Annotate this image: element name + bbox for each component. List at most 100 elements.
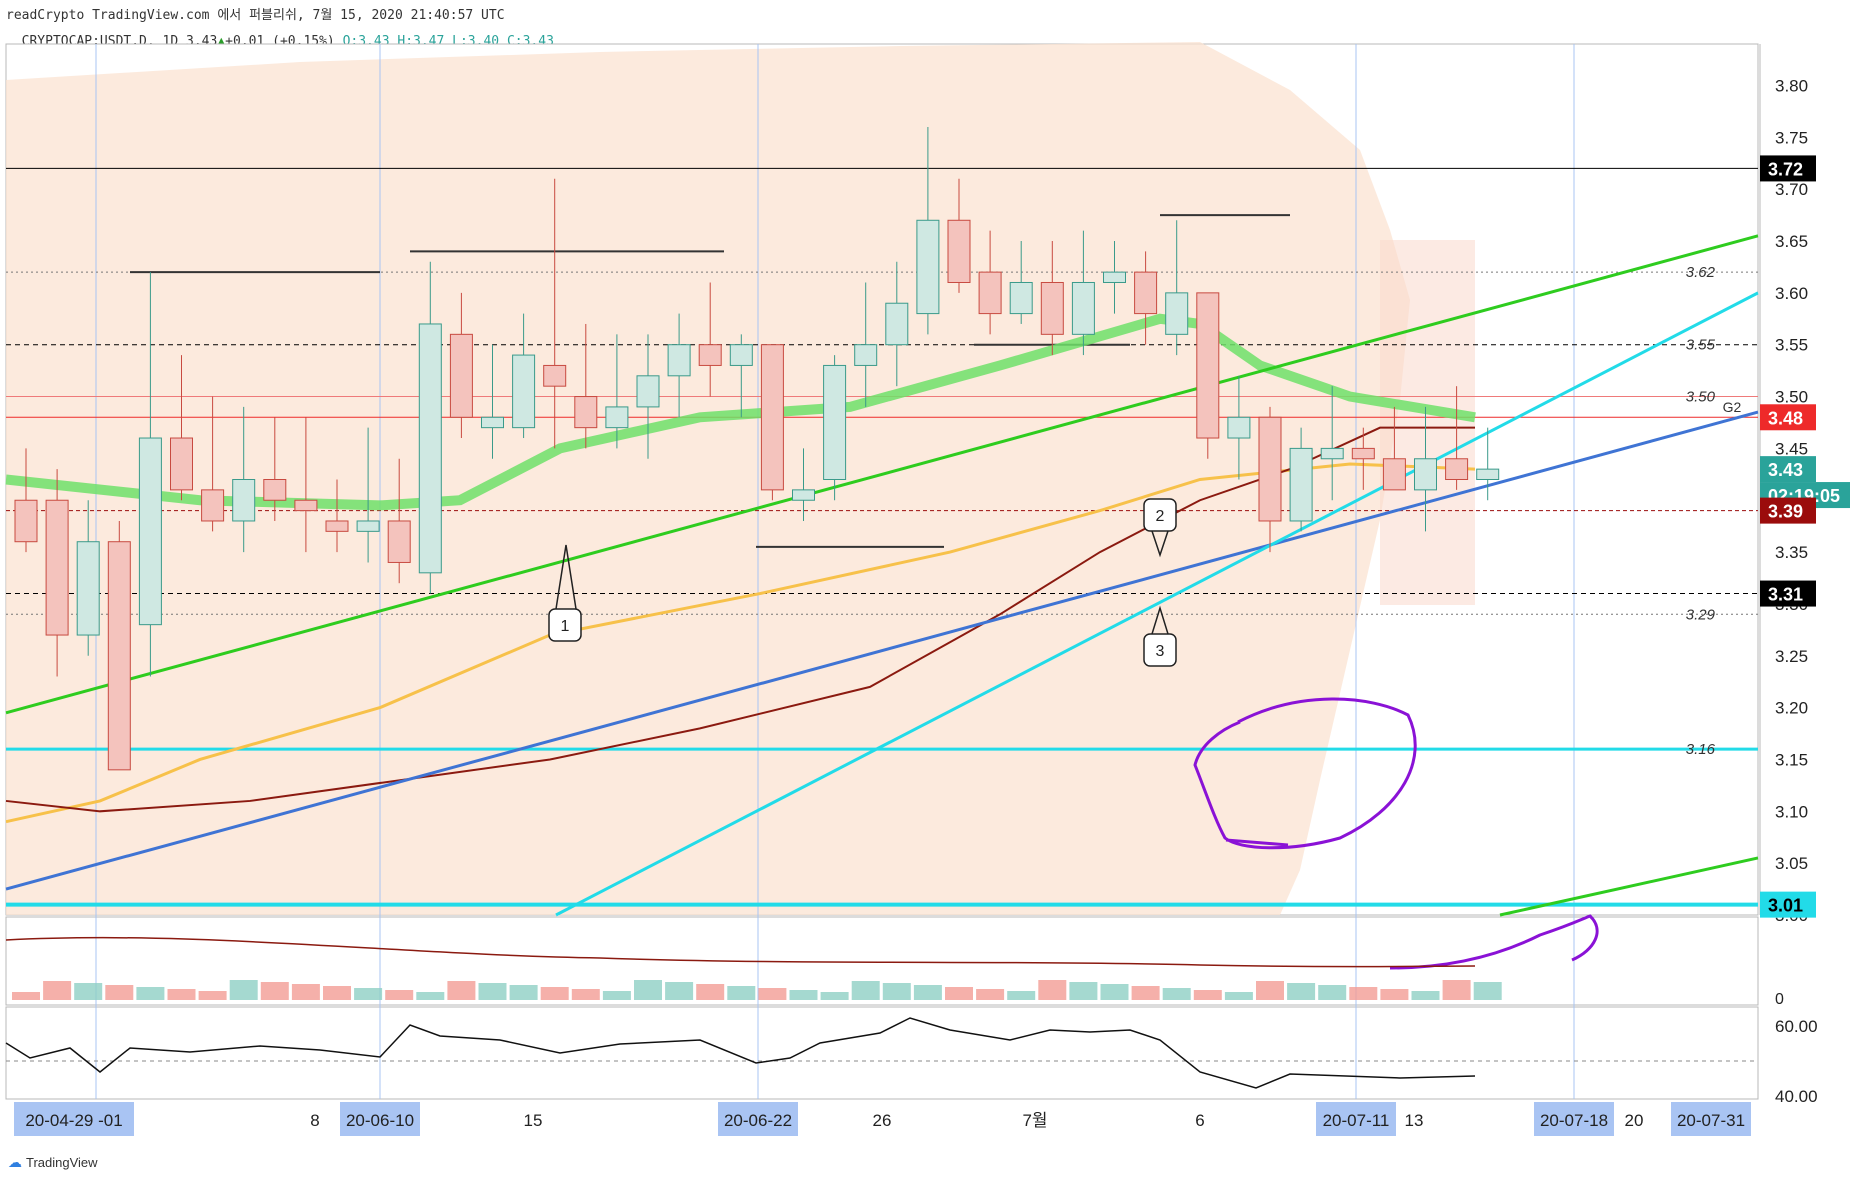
volume-bar <box>229 980 258 1000</box>
x-tick-label: 20-06-10 <box>346 1111 414 1130</box>
volume-bar <box>820 992 849 1000</box>
candle-body <box>1134 271 1158 315</box>
candle-body <box>418 323 442 574</box>
volume-bar <box>198 991 227 1000</box>
candle <box>449 292 473 439</box>
callout-box <box>1143 498 1177 532</box>
candle <box>1040 241 1064 356</box>
volume-bar <box>74 983 103 1000</box>
volume-bar <box>354 988 383 1000</box>
candle <box>201 396 225 532</box>
volume-ma-line <box>5 936 1476 968</box>
price-label-3.43: 3.43 <box>1760 456 1816 483</box>
candle-body <box>76 541 100 636</box>
candle <box>698 282 722 397</box>
volume-bar <box>882 983 911 1000</box>
volume-bar <box>478 983 507 1000</box>
volume-bar <box>665 982 694 1000</box>
candle <box>854 282 878 407</box>
candle-body <box>387 520 411 563</box>
candle-body <box>294 499 318 512</box>
volume-bar <box>571 989 600 1000</box>
candle <box>823 355 847 501</box>
price-label-bg <box>1760 456 1816 483</box>
rsi-line <box>5 1017 1476 1089</box>
price-label-bg <box>1760 580 1816 607</box>
volume-bar <box>385 990 414 1000</box>
callout-1: 1 <box>548 608 582 642</box>
volume-bar <box>447 981 476 1000</box>
brand-label: TradingView <box>26 1155 98 1170</box>
candle-body <box>232 479 256 522</box>
trend-blue <box>5 410 1759 891</box>
candle <box>170 355 193 501</box>
candle <box>1351 427 1375 490</box>
y-tick-label: 3.05 <box>1775 854 1808 873</box>
purple-scribble <box>1389 914 1599 970</box>
candle-body <box>325 520 349 532</box>
x-tick-label: 8 <box>310 1111 319 1130</box>
rsi-tick-label: 60.00 <box>1775 1017 1818 1036</box>
candle <box>574 323 598 449</box>
level-label-3.50: 3.50 <box>1686 389 1716 406</box>
candle-body <box>1165 292 1189 335</box>
y-tick-label: 3.70 <box>1775 180 1808 199</box>
candle <box>947 178 971 293</box>
price-label-3.72: 3.72 <box>1760 155 1816 182</box>
candle <box>885 261 909 387</box>
volume-bar <box>634 980 662 1000</box>
callout-1-pointer <box>555 544 577 610</box>
candle-body <box>356 520 380 532</box>
volume-bar <box>416 992 445 1000</box>
x-tick-highlight <box>718 1102 798 1136</box>
volume-bar <box>1162 988 1191 1000</box>
candle-body <box>978 271 1002 315</box>
candle-body <box>449 333 473 418</box>
volume-bar <box>696 984 725 1000</box>
x-tick-label: 13 <box>1405 1111 1424 1130</box>
candle <box>1445 386 1469 490</box>
candle <box>1414 406 1437 532</box>
x-tick-6: 7월 <box>1022 1111 1047 1130</box>
candle <box>1165 220 1189 356</box>
callout-2: 2 <box>1143 498 1177 532</box>
volume-bar <box>12 992 40 1000</box>
price-label-bg <box>1760 497 1816 524</box>
x-tick-highlight <box>1671 1102 1751 1136</box>
x-tick-label: 20-07-11 <box>1323 1111 1390 1130</box>
price-label-text: 3.43 <box>1768 460 1803 480</box>
volume-bar <box>105 985 134 1000</box>
candle-body <box>667 344 691 377</box>
x-tick-label: 20 <box>1625 1111 1644 1130</box>
tradingview-brand: ☁ TradingView <box>8 1154 98 1171</box>
y-tick-label: 3.10 <box>1775 802 1808 821</box>
candle-body <box>170 437 193 491</box>
x-tick-label: 20-07-18 <box>1540 1111 1608 1130</box>
x-tick-5: 26 <box>873 1111 892 1130</box>
y-tick-label: 3.15 <box>1775 750 1808 769</box>
candle-body <box>1445 458 1469 480</box>
x-tick-9: 13 <box>1405 1111 1424 1130</box>
candle-body <box>1009 281 1033 315</box>
x-tick-1: 8 <box>310 1111 319 1130</box>
volume-bar <box>913 985 942 1000</box>
level-label-3.62: 3.62 <box>1686 264 1716 281</box>
candle-body <box>45 499 69 636</box>
candle-body <box>1196 292 1220 439</box>
candle-body <box>1414 458 1437 491</box>
volume-bar <box>1411 991 1440 1000</box>
volume-bar <box>1193 990 1222 1000</box>
x-tick-label: 26 <box>873 1111 892 1130</box>
volume-bar <box>1442 980 1471 1000</box>
callout-box <box>548 608 582 642</box>
candle <box>1476 427 1500 501</box>
candle-body <box>792 489 815 501</box>
volume-bar <box>1007 991 1036 1000</box>
callout-number: 3 <box>1156 643 1165 660</box>
candle <box>138 272 162 677</box>
x-tick-highlight <box>1534 1102 1614 1136</box>
candle-body <box>1351 447 1375 460</box>
trend-green-lower <box>1499 856 1759 917</box>
candle-body <box>1476 468 1500 480</box>
